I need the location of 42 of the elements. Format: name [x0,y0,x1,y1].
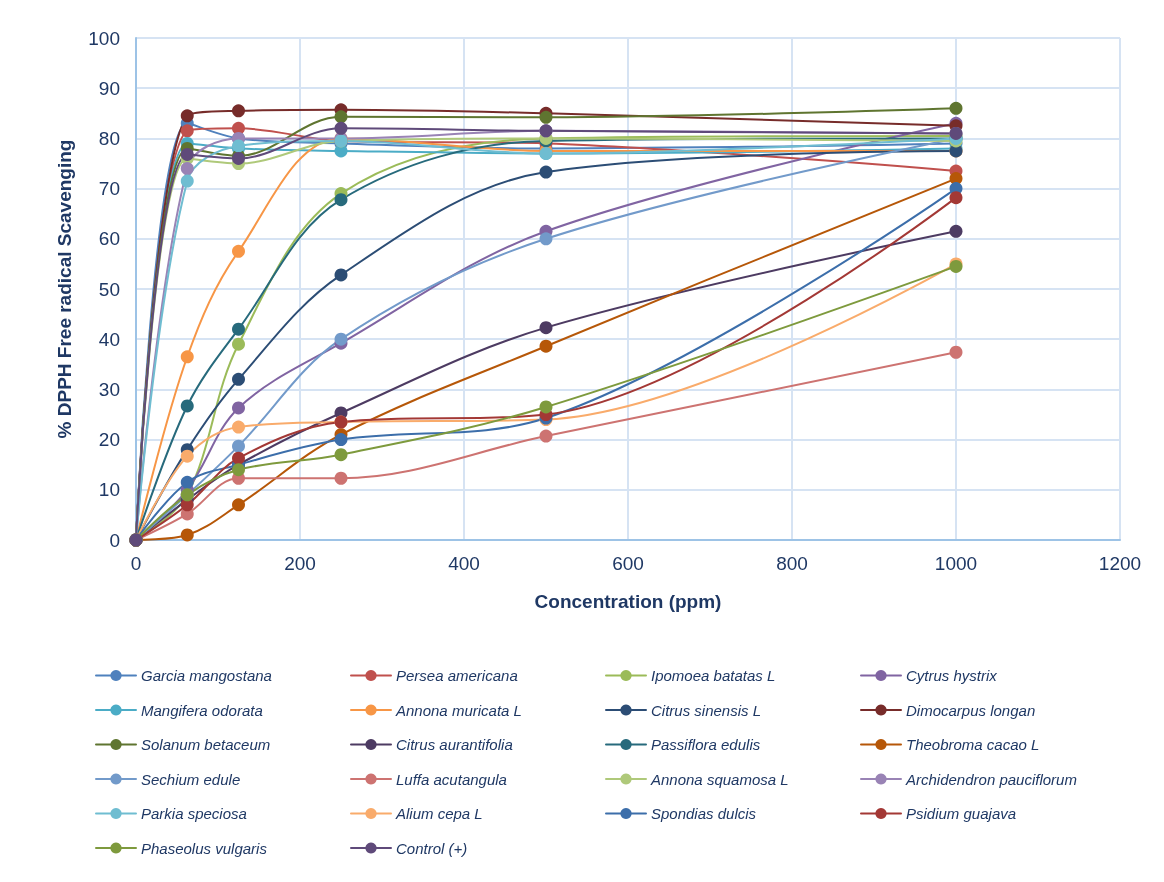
legend-label: Ipomoea batatas L [651,667,776,684]
y-tick-label: 70 [98,178,120,200]
legend-label: Mangifera odorata [141,701,263,719]
legend-label: Alium cepa L [395,805,483,822]
legend-label: Annona squamosa L [650,770,789,788]
legend-label: Phaseolus vulgaris [141,839,268,857]
legend-label: Cytrus hystrix [906,667,998,684]
x-tick-label: 800 [776,553,808,574]
y-tick-label: 0 [109,529,120,551]
x-tick-label: 0 [130,553,142,574]
y-tick-label: 60 [98,228,120,250]
legend-label: Dimocarpus longan [906,701,1036,719]
y-tick-label: 80 [98,127,120,149]
y-tick-label: 40 [98,328,120,350]
x-tick-label: 400 [448,553,480,574]
legend-label: Solanum betaceum [141,736,271,753]
y-tick-label: 10 [98,479,120,501]
y-tick-label: 90 [98,77,120,99]
legend-label: Theobroma cacao L [906,736,1040,753]
y-tick-label: 20 [98,429,120,451]
x-tick-label: 600 [612,553,644,574]
x-tick-label: 200 [284,553,316,574]
y-tick-label: 30 [98,378,120,400]
legend-label: Luffa acutangula [396,770,507,788]
x-axis-title: Concentration (ppm) [534,591,722,612]
legend-label: Citrus aurantifolia [396,736,513,753]
legend-label: Citrus sinensis L [651,701,762,719]
y-tick-label: 50 [98,278,120,300]
legend-label: Passiflora edulis [651,736,761,753]
y-axis-title: % DPPH Free radical Scavenging [54,139,75,439]
x-tick-label: 1000 [934,553,978,574]
legend-label: Psidium guajava [906,805,1017,822]
y-tick-label: 100 [88,27,120,49]
legend-label: Persea americana [396,667,518,684]
legend-label: Control (+) [396,839,468,857]
legend-label: Spondias dulcis [651,805,757,822]
x-tick-label: 1200 [1098,553,1142,574]
legend-label: Archidendron pauciflorum [905,770,1077,788]
legend-label: Annona muricata L [395,701,522,719]
legend-label: Parkia speciosa [141,805,247,822]
legend-label: Sechium edule [141,770,241,788]
legend-label: Garcia mangostana [141,667,272,684]
